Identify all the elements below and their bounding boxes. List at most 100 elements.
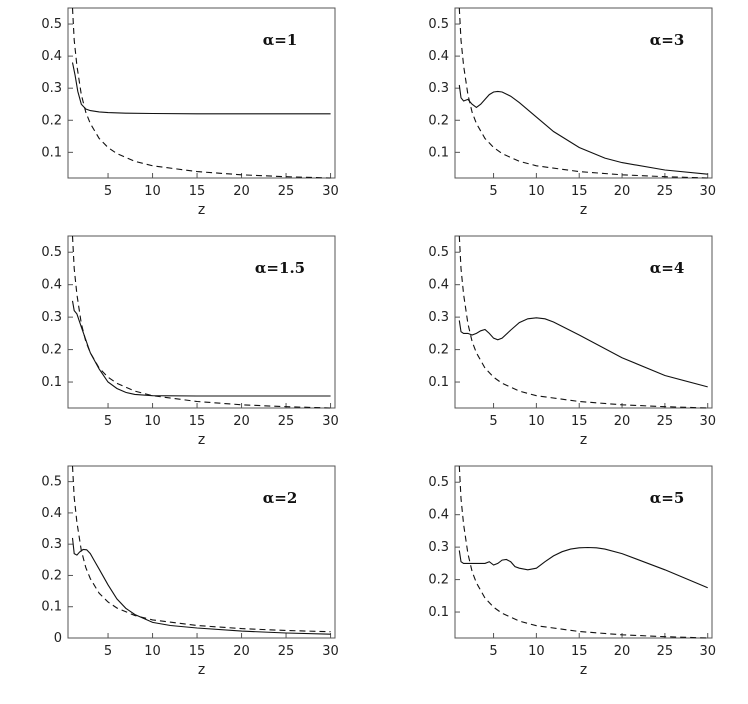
x-tick-label: 5 <box>489 414 497 429</box>
y-tick-label: 0.2 <box>41 568 62 583</box>
y-tick-label: 0.3 <box>41 81 62 96</box>
y-tick-label: 0.5 <box>428 17 449 32</box>
x-tick-label: 15 <box>189 184 206 199</box>
y-tick-label: 0.4 <box>41 278 62 293</box>
x-tick-label: 30 <box>699 414 716 429</box>
chart-panel: 5 10 15 20 25 30 0.1 0.2 0.3 0.4 0.5 z α=3 <box>428 7 716 218</box>
x-tick-label: 10 <box>528 184 545 199</box>
plot-frame <box>67 465 336 639</box>
x-tick-label: 5 <box>489 644 497 659</box>
x-axis-label: z <box>198 432 205 448</box>
x-tick-label: 25 <box>657 644 674 659</box>
x-tick-label: 25 <box>278 184 295 199</box>
dashed-series-line <box>71 7 331 179</box>
x-tick-label: 15 <box>571 414 588 429</box>
panel-title: α=3 <box>650 31 685 49</box>
y-tick-label: 0.2 <box>41 113 62 128</box>
plot-frame <box>454 465 713 639</box>
y-tick-label: 0.3 <box>428 81 449 96</box>
y-tick-label: 0.3 <box>428 310 449 325</box>
y-tick-label: 0.1 <box>41 600 62 615</box>
y-tick-label: 0.1 <box>41 375 62 390</box>
solid-series-line <box>458 84 708 175</box>
y-tick-label: 0.4 <box>41 49 62 64</box>
x-axis-label: z <box>580 202 587 218</box>
y-tick-label: 0.3 <box>41 537 62 552</box>
y-tick-label: 0.4 <box>428 278 449 293</box>
x-tick-label: 15 <box>189 644 206 659</box>
x-axis-label: z <box>580 662 587 678</box>
y-tick-label: 0.5 <box>41 17 62 32</box>
x-tick-label: 15 <box>189 414 206 429</box>
y-tick-label: 0.5 <box>428 245 449 260</box>
x-tick-label: 5 <box>104 644 112 659</box>
plot-frame <box>454 7 713 179</box>
y-tick-label: 0.2 <box>428 573 449 588</box>
x-tick-label: 10 <box>144 644 161 659</box>
x-tick-label: 25 <box>278 644 295 659</box>
y-tick-label: 0.4 <box>428 49 449 64</box>
chart-panel: 5 10 15 20 25 30 0.1 0.2 0.3 0.4 0.5 z α=1.5 <box>41 235 339 448</box>
dashed-series-line <box>71 465 331 633</box>
y-tick-label: 0.4 <box>41 506 62 521</box>
y-tick-label: 0.1 <box>428 375 449 390</box>
x-tick-label: 5 <box>104 184 112 199</box>
chart-panel: 5 10 15 20 25 30 0.1 0.2 0.3 0.4 0.5 z α=5 <box>428 465 716 678</box>
y-tick-label: 0.5 <box>41 245 62 260</box>
x-tick-label: 30 <box>322 644 339 659</box>
x-tick-label: 20 <box>614 644 631 659</box>
solid-series-line <box>71 537 331 635</box>
chart-panel: 5 10 15 20 25 30 0 0.1 0.2 0.3 0.4 0.5 z α=2 <box>41 465 339 678</box>
x-tick-label: 15 <box>571 184 588 199</box>
x-tick-label: 25 <box>657 414 674 429</box>
chart-panel: 5 10 15 20 25 30 0.1 0.2 0.3 0.4 0.5 z α=1 <box>41 7 339 218</box>
y-tick-label: 0.5 <box>41 475 62 490</box>
x-tick-label: 20 <box>233 644 250 659</box>
dashed-series-line <box>458 7 708 179</box>
panel-title: α=5 <box>650 489 685 507</box>
x-tick-label: 10 <box>144 414 161 429</box>
x-tick-label: 30 <box>699 184 716 199</box>
dashed-series-line <box>71 235 331 409</box>
y-tick-label: 0.1 <box>428 605 449 620</box>
solid-series-line <box>71 62 331 115</box>
x-tick-label: 5 <box>104 414 112 429</box>
y-tick-label: 0 <box>54 631 62 646</box>
x-tick-label: 30 <box>699 644 716 659</box>
x-tick-label: 10 <box>144 184 161 199</box>
y-tick-label: 0.4 <box>428 508 449 523</box>
plot-frame <box>67 235 336 409</box>
x-tick-label: 30 <box>322 414 339 429</box>
panel-title: α=4 <box>650 259 685 277</box>
y-tick-label: 0.2 <box>428 113 449 128</box>
x-tick-label: 30 <box>322 184 339 199</box>
x-tick-label: 20 <box>614 184 631 199</box>
solid-series-line <box>71 300 331 397</box>
y-tick-label: 0.3 <box>41 310 62 325</box>
panel-title: α=1 <box>263 31 298 49</box>
x-tick-label: 20 <box>233 414 250 429</box>
x-tick-label: 25 <box>278 414 295 429</box>
plot-frame <box>454 235 713 409</box>
x-tick-label: 5 <box>489 184 497 199</box>
y-tick-label: 0.1 <box>41 145 62 160</box>
panel-title: α=1.5 <box>255 259 305 277</box>
x-tick-label: 10 <box>528 414 545 429</box>
x-axis-label: z <box>580 432 587 448</box>
plot-frame <box>67 7 336 179</box>
y-tick-label: 0.1 <box>428 145 449 160</box>
y-tick-label: 0.2 <box>41 343 62 358</box>
solid-series-line <box>458 546 708 589</box>
y-tick-label: 0.5 <box>428 475 449 490</box>
x-tick-label: 10 <box>528 644 545 659</box>
x-tick-label: 20 <box>233 184 250 199</box>
x-axis-label: z <box>198 202 205 218</box>
solid-series-line <box>458 317 708 388</box>
x-tick-label: 20 <box>614 414 631 429</box>
x-axis-label: z <box>198 662 205 678</box>
chart-panel: 5 10 15 20 25 30 0.1 0.2 0.3 0.4 0.5 z α=4 <box>428 235 716 448</box>
y-tick-label: 0.2 <box>428 343 449 358</box>
y-tick-label: 0.3 <box>428 540 449 555</box>
